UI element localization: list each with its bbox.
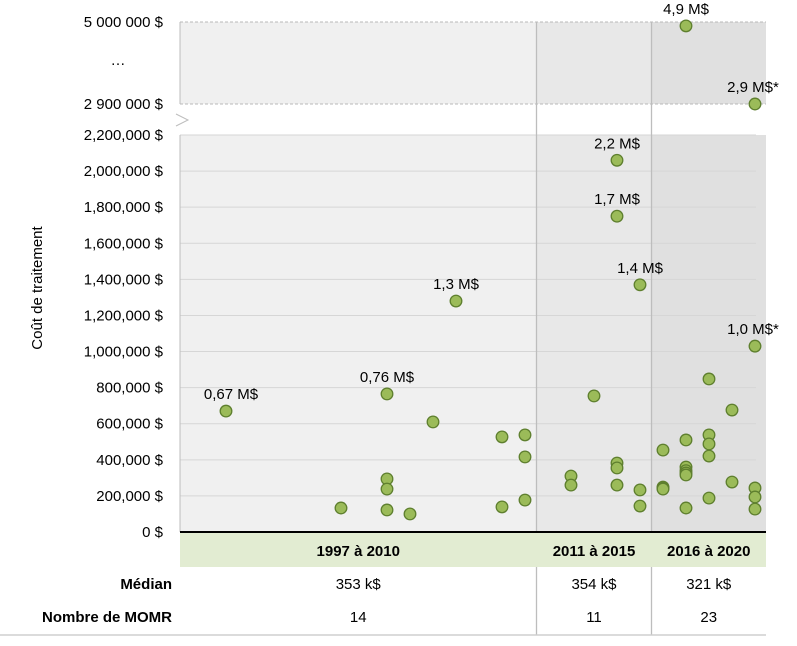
data-point [380,482,394,496]
data-point [656,443,670,457]
period-shade-top [536,22,652,104]
data-point [219,404,233,418]
data-point [449,294,463,308]
data-label: 1,7 M$ [594,191,641,208]
y-tick-label: 1,400,000 $ [84,271,164,288]
data-point [702,449,716,463]
period-shade [536,135,652,532]
y-tick-label: 2,200,000 $ [84,127,164,144]
data-point [702,491,716,505]
y-tick-label: 1,000,000 $ [84,344,164,361]
median-value: 353 k$ [336,576,382,593]
data-point [679,468,693,482]
data-point [679,19,693,33]
data-point [748,339,762,353]
data-point [403,507,417,521]
data-point [679,433,693,447]
period-label: 2016 à 2020 [667,543,750,560]
data-point [725,475,739,489]
period-shade-top [651,22,766,104]
broken-y-tick-label: 2 900 000 $ [84,96,164,113]
period-label: 2011 à 2015 [553,543,636,560]
data-point [518,493,532,507]
y-tick-label: 400,000 $ [96,452,163,469]
median-value: 354 k$ [571,576,617,593]
data-point [656,482,670,496]
y-tick-label: 800,000 $ [96,380,163,397]
data-point [564,478,578,492]
data-point [380,387,394,401]
data-point [426,415,440,429]
data-point [495,500,509,514]
y-tick-label: 200,000 $ [96,488,163,505]
data-label: 2,2 M$ [594,135,641,152]
y-tick-label: 1,600,000 $ [84,235,164,252]
data-point [633,483,647,497]
data-point [380,503,394,517]
y-tick-label: 2,000,000 $ [84,163,164,180]
y-tick-label: 600,000 $ [96,416,163,433]
count-value: 14 [350,609,367,626]
data-point [633,499,647,513]
data-point [748,97,762,111]
y-tick-label: 0 $ [142,524,164,541]
y-tick-label: 1,200,000 $ [84,307,164,324]
data-point [587,389,601,403]
data-point [702,437,716,451]
data-point [334,501,348,515]
broken-y-tick-label: 5 000 000 $ [84,14,164,31]
y-axis-label: Coût de traitement [29,225,46,349]
count-value: 11 [586,609,602,626]
data-point [518,428,532,442]
period-band [180,533,766,567]
data-point [748,502,762,516]
period-shade [651,135,766,532]
break-ellipsis: … [111,52,126,69]
data-point [702,372,716,386]
data-label: 1,0 M$* [727,321,779,338]
period-shade-top [180,22,537,104]
data-label: 1,3 M$ [433,276,480,293]
data-label: 4,9 M$ [663,1,710,18]
data-point [633,278,647,292]
count-row-label: Nombre de MOMR [42,609,172,626]
data-label: 0,76 M$ [360,369,415,386]
data-point [610,478,624,492]
period-shade [180,135,537,532]
y-tick-label: 1,800,000 $ [84,199,164,216]
axis-break-mark [175,113,190,127]
data-point [495,430,509,444]
median-value: 321 k$ [686,576,732,593]
data-point [610,153,624,167]
data-point [725,403,739,417]
data-label: 1,4 M$ [617,260,664,277]
data-point [518,450,532,464]
data-point [610,461,624,475]
data-label: 0,67 M$ [204,386,259,403]
median-row-label: Médian [120,576,172,593]
data-point [679,501,693,515]
data-label: 2,9 M$* [727,79,779,96]
count-value: 23 [700,609,717,626]
data-point [748,490,762,504]
period-label: 1997 à 2010 [317,543,400,560]
data-point [610,209,624,223]
